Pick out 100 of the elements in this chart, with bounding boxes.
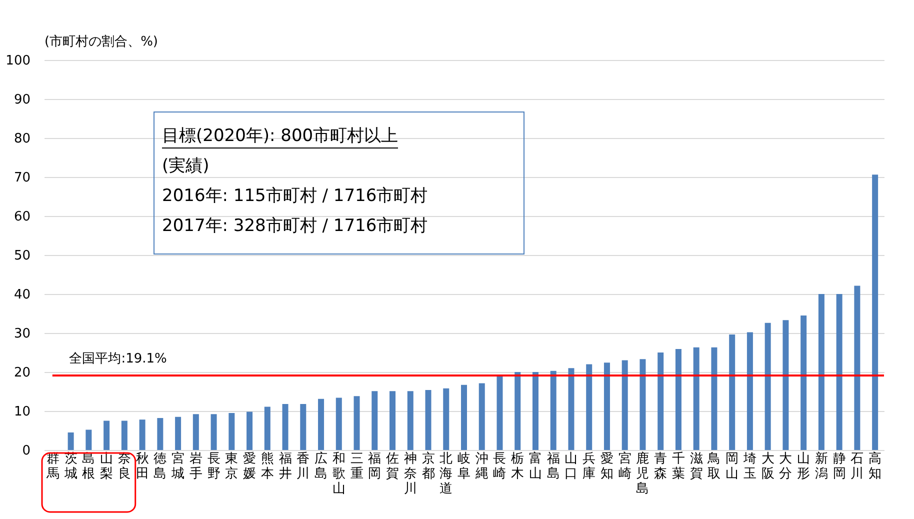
x-tick-label: 栃木 xyxy=(511,452,524,482)
bar xyxy=(729,334,736,450)
bar xyxy=(693,347,700,450)
bar xyxy=(390,391,396,450)
x-tick-label: 大分 xyxy=(779,452,792,482)
bar xyxy=(711,347,718,450)
bar xyxy=(658,352,664,450)
bar xyxy=(336,398,342,450)
annotation: (実績) xyxy=(162,156,210,176)
bar xyxy=(157,418,164,450)
bar xyxy=(264,406,270,450)
y-tick-label: 10 xyxy=(14,404,30,420)
bar xyxy=(675,348,682,450)
bar xyxy=(461,384,467,450)
bar xyxy=(425,390,432,450)
bar xyxy=(372,391,378,450)
x-tick-label: 沖縄 xyxy=(474,452,488,482)
bar xyxy=(550,370,556,450)
bar xyxy=(568,368,574,450)
x-tick-label: 福島 xyxy=(546,452,560,482)
x-tick-label: 京都 xyxy=(422,452,435,482)
bar xyxy=(139,420,146,450)
x-tick-label: 鹿児島 xyxy=(636,452,650,496)
bar xyxy=(640,359,646,450)
y-tick-label: 40 xyxy=(14,288,30,302)
x-tick-label: 宮崎 xyxy=(618,450,632,482)
bar xyxy=(800,315,807,450)
y-tick-label: 80 xyxy=(14,132,30,146)
y-tick-label: 100 xyxy=(6,54,30,68)
x-tick-label: 北海道 xyxy=(440,452,453,496)
x-tick-label: 富山 xyxy=(528,450,542,482)
bar xyxy=(496,376,503,450)
x-tick-label: 高知 xyxy=(868,450,882,482)
y-tick-label: 70 xyxy=(14,170,30,186)
x-tick-label: 岐阜 xyxy=(458,452,470,482)
bar xyxy=(210,414,217,450)
x-tick-label: 徳島 xyxy=(154,452,167,482)
x-tick-label: 熊本 xyxy=(260,452,274,482)
x-tick-label: 山梨 xyxy=(100,452,114,482)
bar xyxy=(175,416,182,450)
bar xyxy=(86,430,92,450)
x-tick-label: 奈良 xyxy=(118,452,131,482)
bar xyxy=(836,294,842,450)
bar xyxy=(246,412,253,450)
x-tick-label: 福岡 xyxy=(368,452,382,482)
x-tick-label: 秋田 xyxy=(136,452,149,482)
y-tick-label: 20 xyxy=(14,366,30,380)
bar xyxy=(68,432,74,450)
bar xyxy=(514,372,521,450)
x-tick-label: 香川 xyxy=(296,452,310,482)
bar xyxy=(121,420,128,450)
x-tick-label: 広島 xyxy=(314,450,328,482)
annotation: 目標(2020年): 800市町村以上 xyxy=(162,126,398,146)
bar xyxy=(354,396,360,450)
bar xyxy=(818,294,824,450)
x-tick-label: 埼玉 xyxy=(742,452,756,482)
bar xyxy=(872,174,878,450)
x-tick-label: 長野 xyxy=(207,452,220,482)
x-tick-label: 和歌山 xyxy=(332,452,346,496)
bar xyxy=(192,414,199,450)
x-tick-label: 静岡 xyxy=(832,452,846,482)
bar xyxy=(104,420,110,450)
bar xyxy=(318,398,324,450)
x-tick-label: 滋賀 xyxy=(690,452,703,482)
x-tick-label: 佐賀 xyxy=(386,452,400,482)
x-tick-label: 岩手 xyxy=(189,452,202,482)
bar xyxy=(282,404,288,450)
bar xyxy=(300,404,306,450)
bar xyxy=(764,322,771,450)
x-tick-label: 神奈川 xyxy=(404,452,417,496)
x-tick-label: 大阪 xyxy=(761,452,774,482)
bar xyxy=(746,332,753,450)
bar xyxy=(407,391,414,450)
bar xyxy=(443,388,450,450)
y-tick-label: 30 xyxy=(14,326,30,342)
x-tick-label: 青森 xyxy=(654,452,668,482)
y-tick-label: 60 xyxy=(14,210,30,224)
x-tick-label: 山形 xyxy=(797,452,810,482)
y-tick-label: 50 xyxy=(14,248,30,264)
x-tick-label: 鳥取 xyxy=(706,452,721,482)
x-tick-label: 愛媛 xyxy=(243,452,256,482)
y-tick-label: 0 xyxy=(22,444,30,458)
bar xyxy=(478,383,485,450)
ref-line-label: 全国平均:19.1% xyxy=(69,352,167,367)
x-tick-label: 新潟 xyxy=(814,452,828,482)
x-tick-label: 岡山 xyxy=(726,452,739,482)
bar xyxy=(604,362,610,450)
x-tick-label: 三重 xyxy=(350,452,364,482)
x-tick-label: 山口 xyxy=(564,452,578,482)
bar xyxy=(854,286,860,450)
bar xyxy=(532,372,538,450)
x-tick-label: 福井 xyxy=(278,452,292,482)
x-tick-label: 宮城 xyxy=(170,450,185,482)
bar xyxy=(782,320,789,450)
y-tick-label: 90 xyxy=(14,92,30,108)
bar xyxy=(622,360,628,450)
y-axis-title: (市町村の割合、%) xyxy=(44,34,158,50)
x-tick-label: 長崎 xyxy=(493,452,506,482)
x-tick-label: 石川 xyxy=(850,452,864,482)
x-tick-label: 兵庫 xyxy=(582,452,596,482)
